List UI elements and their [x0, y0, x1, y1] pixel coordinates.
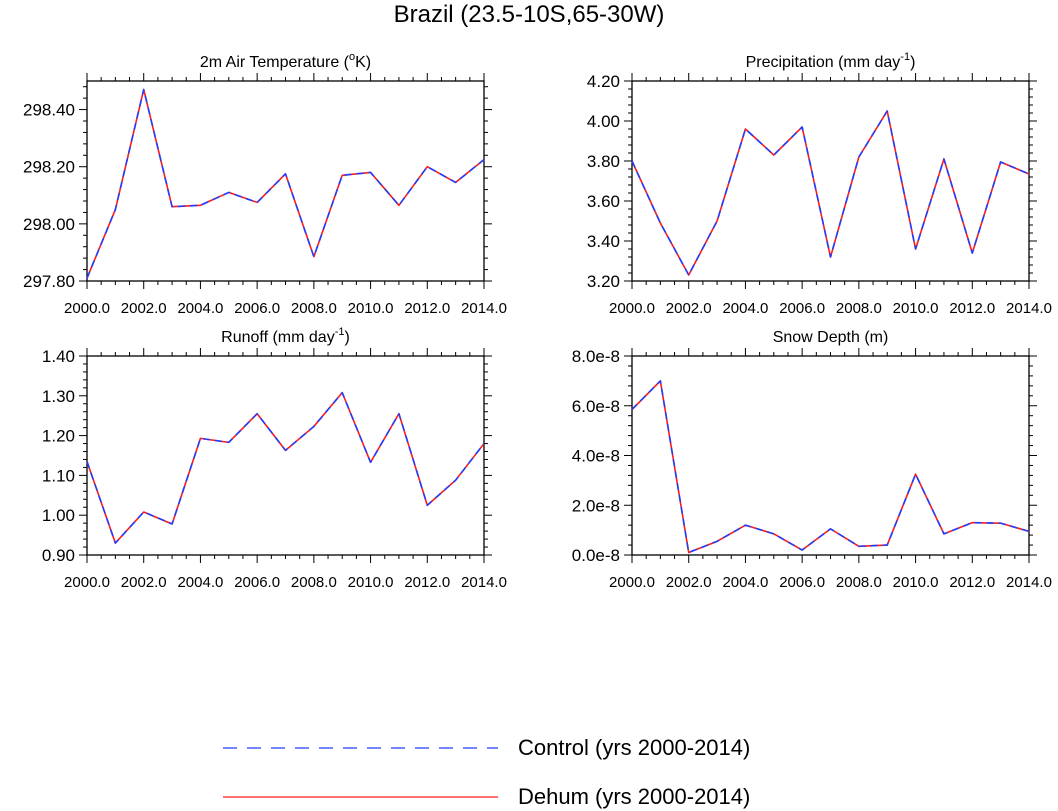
y-tick-label: 4.20	[587, 72, 620, 91]
y-tick-label: 8.0e-8	[572, 347, 620, 366]
x-tick-label: 2012.0	[949, 300, 995, 317]
panel-2: Precipitation (mm day-1) 2000.0 2002.0 2004…	[587, 51, 1052, 317]
x-tick-label: 2004.0	[722, 300, 768, 317]
x-tick-label: 2006.0	[234, 574, 280, 591]
figure-title: Brazil (23.5-10S,65-30W)	[393, 1, 665, 28]
plot-frame	[631, 355, 1030, 556]
x-tick-label: 2002.0	[121, 574, 167, 591]
x-tick-label: 2000.0	[64, 574, 110, 591]
y-tick-label: 298.00	[23, 215, 75, 234]
x-tick-label: 2004.0	[177, 574, 223, 591]
x-tick-label: 2000.0	[609, 300, 655, 317]
y-tick-label: 3.80	[587, 152, 620, 171]
y-tick-label: 6.0e-8	[572, 397, 620, 416]
y-tick-label: 3.20	[587, 272, 620, 291]
x-tick-label: 2002.0	[121, 300, 167, 317]
panel-1: 2m Air Temperature (oK) 2000.0 2002.0 2004.…	[23, 51, 507, 317]
y-tick-label: 4.00	[587, 112, 620, 131]
panel-title: Runoff (mm day-1)	[221, 326, 350, 346]
y-tick-label: 1.10	[42, 466, 75, 485]
series-dehum-line	[631, 110, 1030, 276]
x-tick-label: 2012.0	[404, 574, 450, 591]
series-control-line	[86, 391, 485, 544]
x-tick-label: 2002.0	[666, 300, 712, 317]
x-tick-label: 2010.0	[348, 574, 394, 591]
x-tick-label: 2014.0	[461, 300, 507, 317]
x-tick-label: 2000.0	[64, 300, 110, 317]
x-tick-label: 2010.0	[348, 300, 394, 317]
plot-frame	[631, 80, 1030, 282]
x-tick-label: 2008.0	[836, 574, 882, 591]
plot-frame	[86, 355, 485, 556]
x-tick-label: 2012.0	[949, 574, 995, 591]
y-tick-label: 1.30	[42, 387, 75, 406]
y-tick-label: 0.0e-8	[572, 546, 620, 565]
panel-3: Runoff (mm day-1) 2000.0 2002.0 2004.0 2006.…	[42, 326, 507, 591]
x-tick-label: 2010.0	[893, 300, 939, 317]
x-tick-label: 2006.0	[779, 574, 825, 591]
x-tick-label: 2008.0	[291, 574, 337, 591]
series-dehum-line	[86, 88, 485, 279]
x-tick-label: 2014.0	[1006, 300, 1052, 317]
y-tick-label: 4.0e-8	[572, 447, 620, 466]
y-tick-label: 298.20	[23, 158, 75, 177]
y-tick-label: 1.00	[42, 506, 75, 525]
panel-title: Precipitation (mm day-1)	[746, 51, 916, 71]
panel-title: 2m Air Temperature (oK)	[200, 51, 371, 71]
y-tick-label: 298.40	[23, 101, 75, 120]
x-tick-label: 2004.0	[177, 300, 223, 317]
panel-4: Snow Depth (m) 2000.0 2002.0 2004.0 2006.0 20…	[572, 329, 1052, 591]
panel-title: Snow Depth (m)	[773, 329, 889, 346]
y-tick-label: 1.40	[42, 347, 75, 366]
y-tick-label: 0.90	[42, 546, 75, 565]
x-tick-label: 2014.0	[461, 574, 507, 591]
x-tick-label: 2006.0	[779, 300, 825, 317]
y-tick-label: 3.40	[587, 232, 620, 251]
x-tick-label: 2014.0	[1006, 574, 1052, 591]
series-dehum-line	[86, 391, 485, 544]
y-tick-label: 3.60	[587, 192, 620, 211]
series-control-line	[86, 88, 485, 279]
series-control-line	[631, 380, 1030, 554]
y-tick-label: 2.0e-8	[572, 496, 620, 515]
y-tick-label: 297.80	[23, 272, 75, 291]
x-tick-label: 2002.0	[666, 574, 712, 591]
series-dehum-line	[631, 380, 1030, 554]
plot-frame	[86, 80, 485, 282]
y-tick-label: 1.20	[42, 427, 75, 446]
x-tick-label: 2008.0	[836, 300, 882, 317]
x-tick-label: 2012.0	[404, 300, 450, 317]
x-tick-label: 2000.0	[609, 574, 655, 591]
x-tick-label: 2010.0	[893, 574, 939, 591]
series-control-line	[631, 110, 1030, 276]
x-tick-label: 2008.0	[291, 300, 337, 317]
x-tick-label: 2004.0	[722, 574, 768, 591]
x-tick-label: 2006.0	[234, 300, 280, 317]
